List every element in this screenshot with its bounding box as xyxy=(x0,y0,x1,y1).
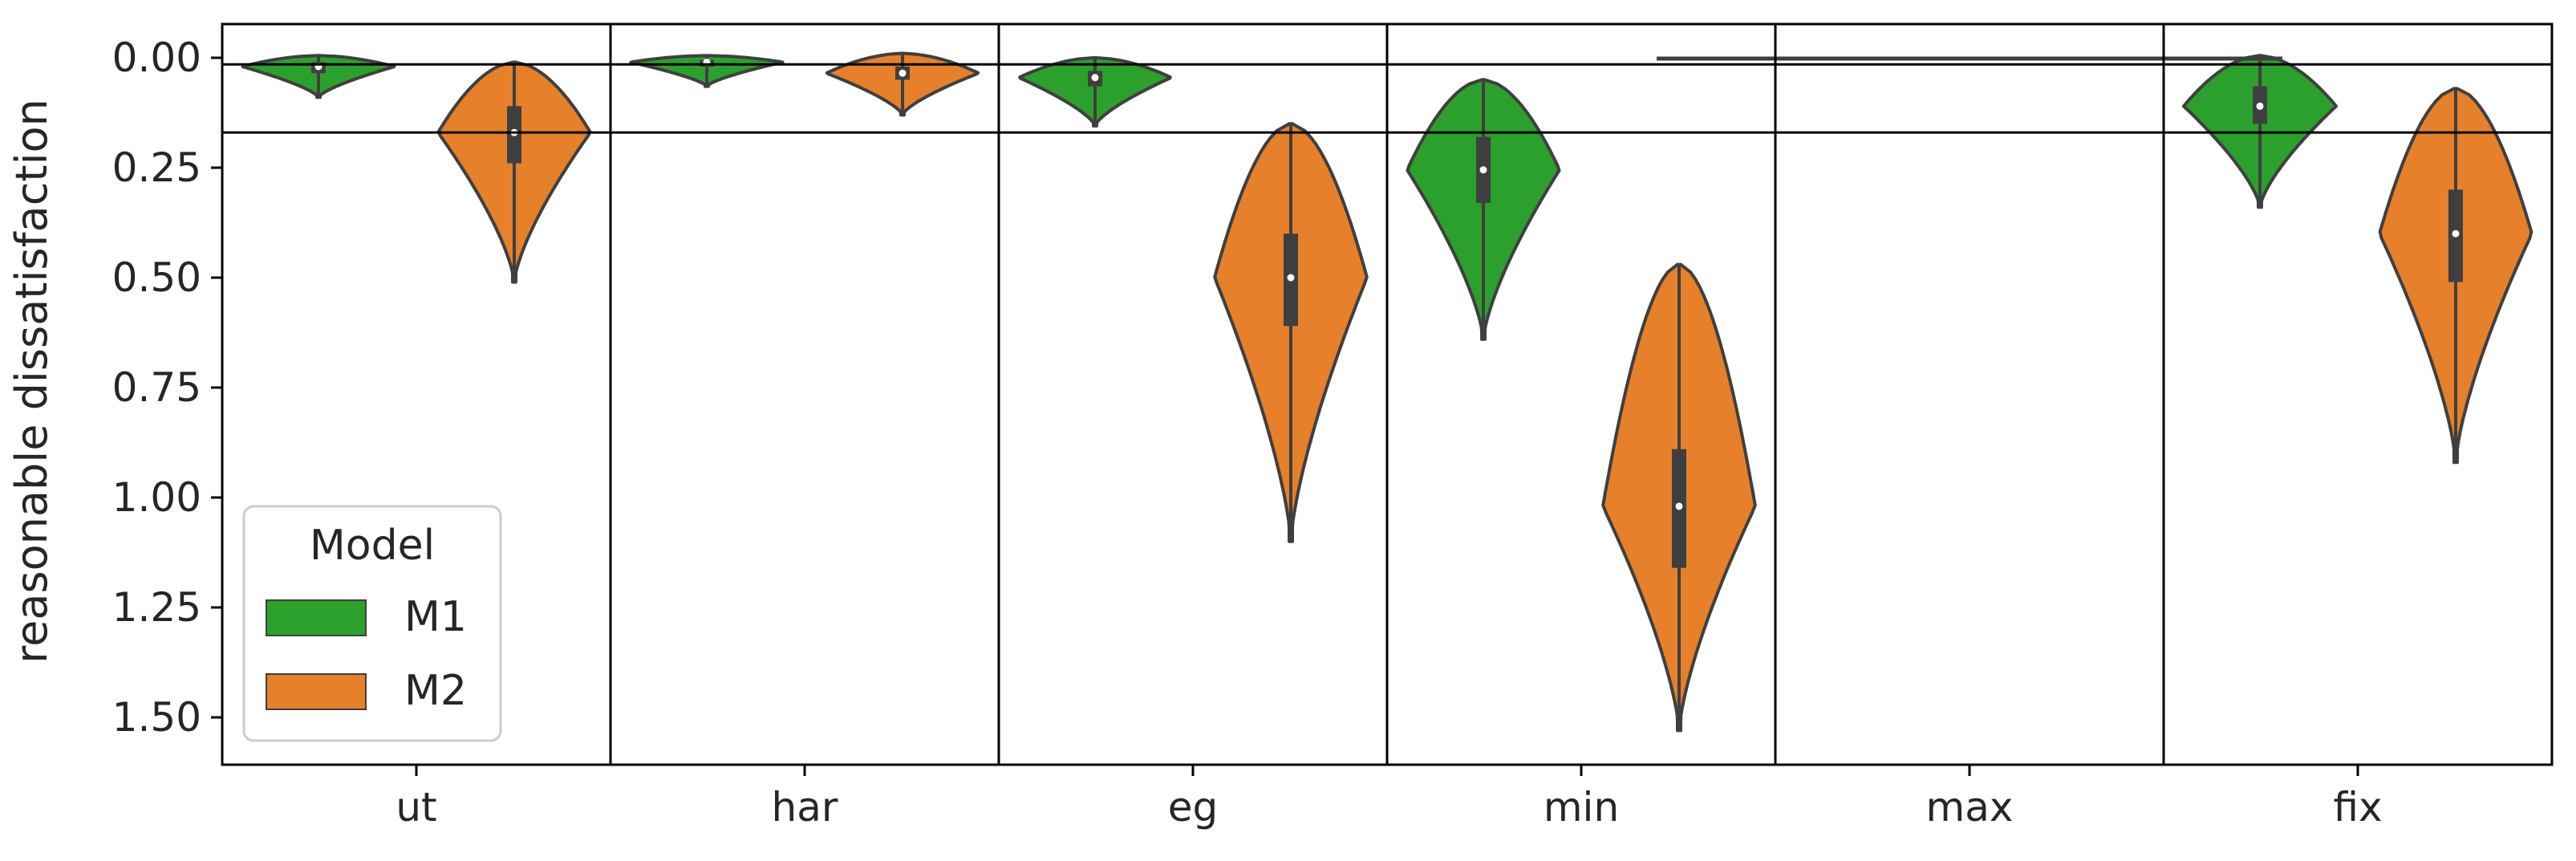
y-tick-label: 0.50 xyxy=(112,254,201,301)
violin-median-M1-fix xyxy=(2256,102,2264,110)
legend-swatch-M1 xyxy=(266,599,367,636)
violin-median-M1-min xyxy=(1479,166,1487,174)
y-tick-label: 0.25 xyxy=(112,144,201,191)
y-tick-label: 0.00 xyxy=(112,35,201,81)
violin-median-M2-fix xyxy=(2452,229,2460,238)
y-axis-label: reasonable dissatisfaction xyxy=(6,99,57,664)
legend-title: Model xyxy=(310,522,435,570)
x-tick-label-min: min xyxy=(1544,784,1619,831)
y-axis: 0.00 0.25 0.50 0.75 1.00 1.25 1.50 xyxy=(112,35,222,741)
violin-median-M2-eg xyxy=(1287,274,1295,282)
legend: Model M1 M2 xyxy=(242,505,502,742)
x-tick-label-fix: fix xyxy=(2333,784,2382,831)
x-tick-label-ut: ut xyxy=(396,784,436,831)
legend-label-M1: M1 xyxy=(404,593,467,641)
legend-label-M2: M2 xyxy=(404,667,467,715)
y-tick-label: 1.50 xyxy=(112,694,201,741)
x-tick-label-har: har xyxy=(772,784,838,831)
facet-frames xyxy=(221,22,2554,766)
violin-median-M2-min xyxy=(1675,502,1683,510)
x-axis: ut har eg min max fix xyxy=(396,765,2383,831)
x-tick-label-max: max xyxy=(1926,784,2014,831)
y-tick-label: 1.25 xyxy=(112,584,201,631)
x-tick-label-eg: eg xyxy=(1168,784,1219,831)
y-tick-label: 0.75 xyxy=(112,364,201,411)
reference-lines xyxy=(222,63,2552,134)
violin-median-M1-eg xyxy=(1091,74,1099,82)
y-tick-label: 1.00 xyxy=(112,474,201,521)
violin-median-M2-har xyxy=(899,69,907,77)
legend-swatch-M2 xyxy=(266,673,367,710)
